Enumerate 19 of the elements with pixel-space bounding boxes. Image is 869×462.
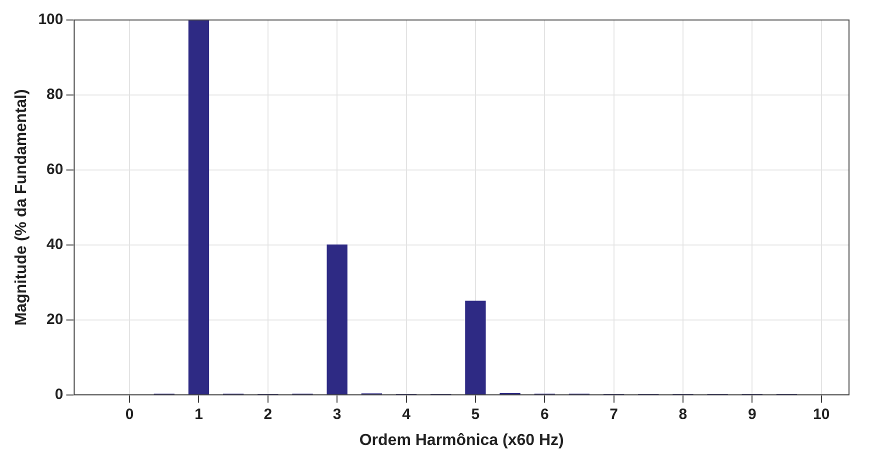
y-tick-label: 100: [38, 11, 64, 28]
y-tick-label: 80: [46, 86, 64, 104]
x-tick-label: 9: [748, 406, 756, 423]
x-tick-label: 4: [402, 406, 412, 423]
y-tick-label: 20: [46, 310, 64, 328]
x-tick-label: 8: [678, 406, 688, 423]
x-tick-label: 5: [471, 406, 480, 423]
x-tick-label: 3: [332, 406, 342, 423]
y-tick-label: 0: [54, 386, 64, 403]
x-tick-label: 6: [540, 406, 549, 423]
x-tick-label: 0: [125, 406, 134, 423]
x-tick-label: 2: [264, 406, 272, 423]
y-tick-label: 60: [46, 161, 64, 178]
y-axis-title: Magnitude (% da Fundamental): [13, 89, 30, 326]
x-axis-title: Ordem Harmônica (x60 Hz): [359, 432, 564, 449]
x-tick-label: 10: [812, 406, 830, 423]
x-tick-label: 1: [194, 406, 203, 423]
y-tick-label: 40: [46, 236, 64, 254]
x-tick-label: 7: [610, 406, 618, 423]
